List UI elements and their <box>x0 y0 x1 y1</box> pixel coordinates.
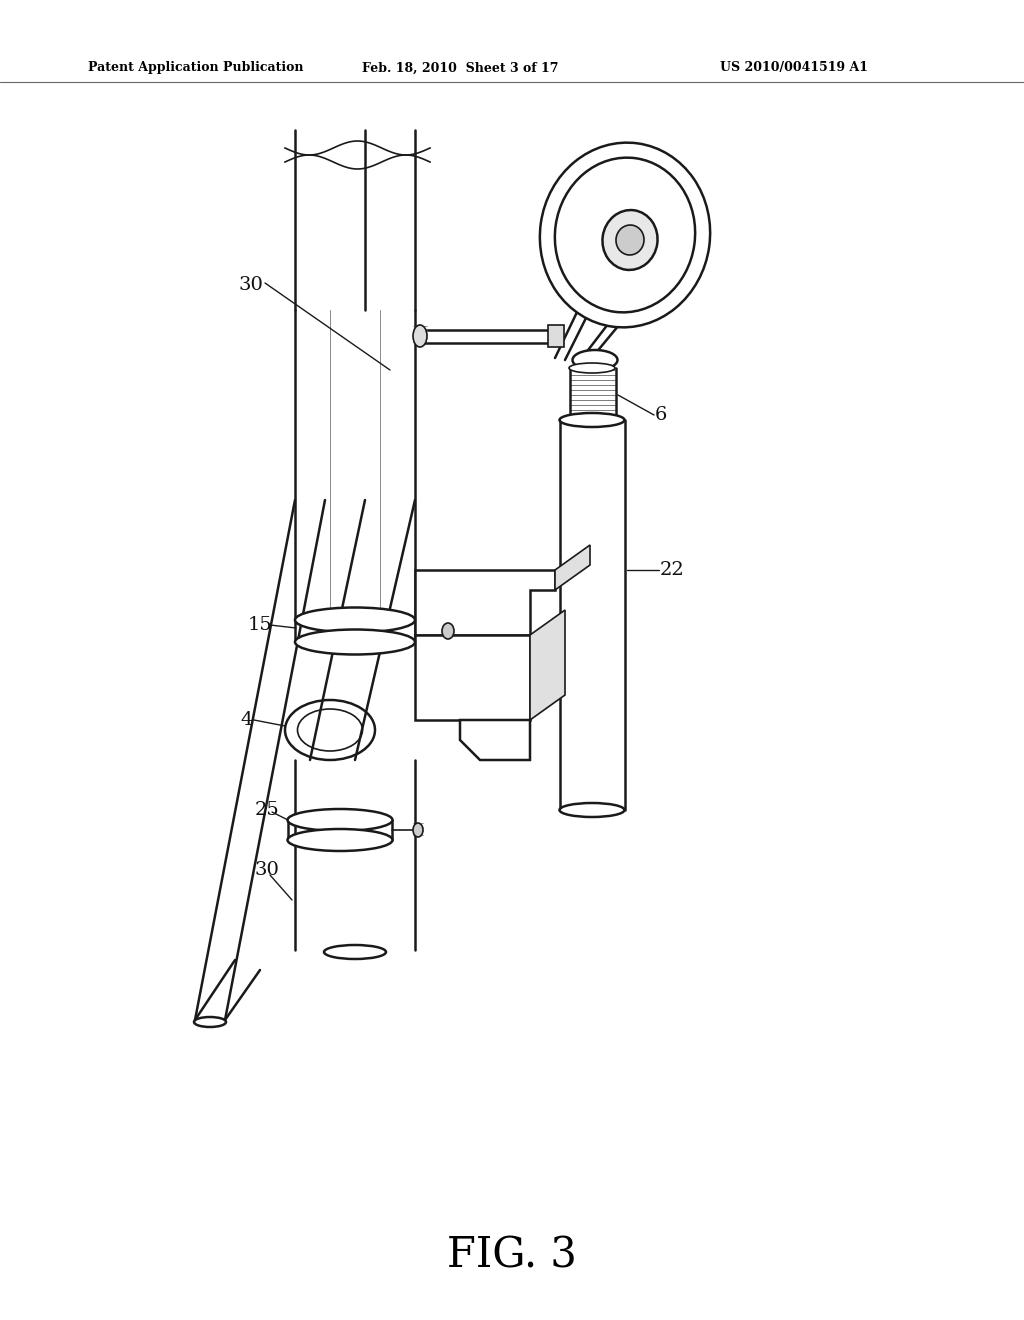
Polygon shape <box>415 570 555 635</box>
Polygon shape <box>460 719 530 760</box>
Ellipse shape <box>559 803 625 817</box>
Text: Feb. 18, 2010  Sheet 3 of 17: Feb. 18, 2010 Sheet 3 of 17 <box>361 62 558 74</box>
Ellipse shape <box>555 157 695 313</box>
Ellipse shape <box>569 363 615 374</box>
Text: US 2010/0041519 A1: US 2010/0041519 A1 <box>720 62 868 74</box>
Text: Patent Application Publication: Patent Application Publication <box>88 62 303 74</box>
Text: 4: 4 <box>240 711 252 729</box>
Polygon shape <box>415 635 530 719</box>
Text: 15: 15 <box>248 616 272 634</box>
Polygon shape <box>530 610 565 719</box>
Text: 30: 30 <box>255 861 280 879</box>
Ellipse shape <box>616 224 644 255</box>
Ellipse shape <box>295 607 415 632</box>
Ellipse shape <box>413 822 423 837</box>
Ellipse shape <box>194 1016 226 1027</box>
Ellipse shape <box>559 413 625 426</box>
Text: 30: 30 <box>238 276 263 294</box>
Ellipse shape <box>324 945 386 960</box>
Bar <box>548 325 564 347</box>
Ellipse shape <box>572 350 617 370</box>
Ellipse shape <box>413 325 427 347</box>
Ellipse shape <box>540 143 711 327</box>
Ellipse shape <box>288 829 392 851</box>
Ellipse shape <box>442 623 454 639</box>
Text: 6: 6 <box>655 407 668 424</box>
Ellipse shape <box>570 414 616 425</box>
Text: 25: 25 <box>255 801 280 818</box>
Text: 22: 22 <box>660 561 685 579</box>
Polygon shape <box>555 545 590 590</box>
Ellipse shape <box>295 630 415 655</box>
Text: FIG. 3: FIG. 3 <box>447 1234 577 1276</box>
Ellipse shape <box>288 809 392 832</box>
Ellipse shape <box>602 210 657 271</box>
